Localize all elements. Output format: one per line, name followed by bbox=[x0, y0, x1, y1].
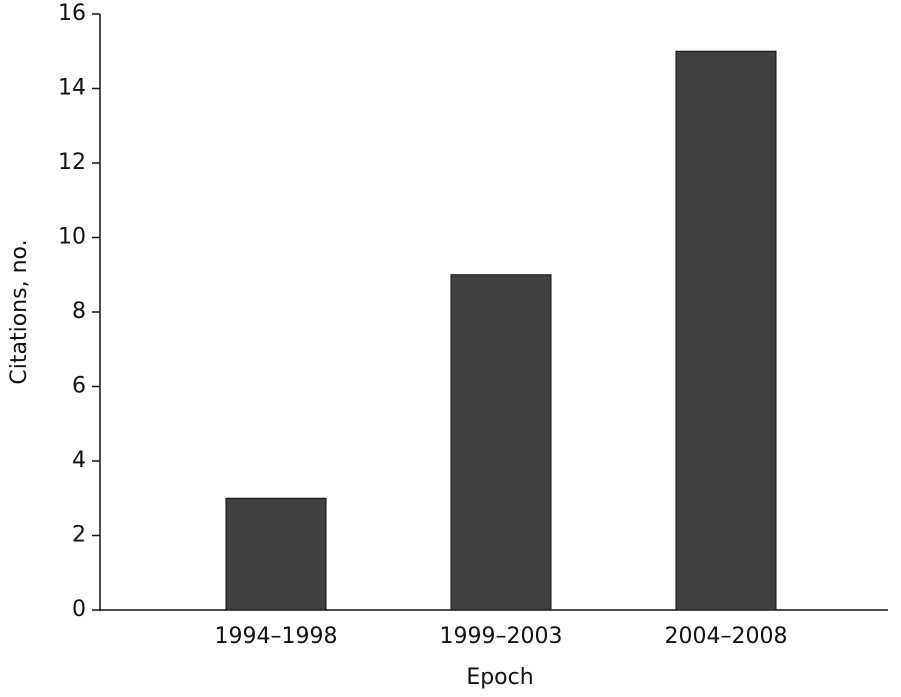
y-tick-label: 0 bbox=[72, 597, 86, 622]
y-tick-label: 6 bbox=[72, 374, 86, 399]
x-tick-label: 1994–1998 bbox=[215, 624, 338, 649]
x-tick-label: 1999–2003 bbox=[440, 624, 563, 649]
y-tick-label: 16 bbox=[58, 1, 86, 26]
x-axis-label: Epoch bbox=[466, 665, 533, 690]
y-tick-label: 8 bbox=[72, 299, 86, 324]
y-tick-label: 14 bbox=[58, 76, 86, 101]
bar bbox=[675, 50, 777, 611]
x-tick-label: 2004–2008 bbox=[665, 624, 788, 649]
y-tick-label: 4 bbox=[72, 448, 86, 473]
bar bbox=[225, 497, 327, 611]
y-tick-label: 2 bbox=[72, 523, 86, 548]
y-tick-label: 10 bbox=[58, 225, 86, 250]
y-axis-label: Citations, no. bbox=[7, 239, 32, 384]
y-tick-label: 12 bbox=[58, 150, 86, 175]
bar bbox=[450, 274, 552, 611]
